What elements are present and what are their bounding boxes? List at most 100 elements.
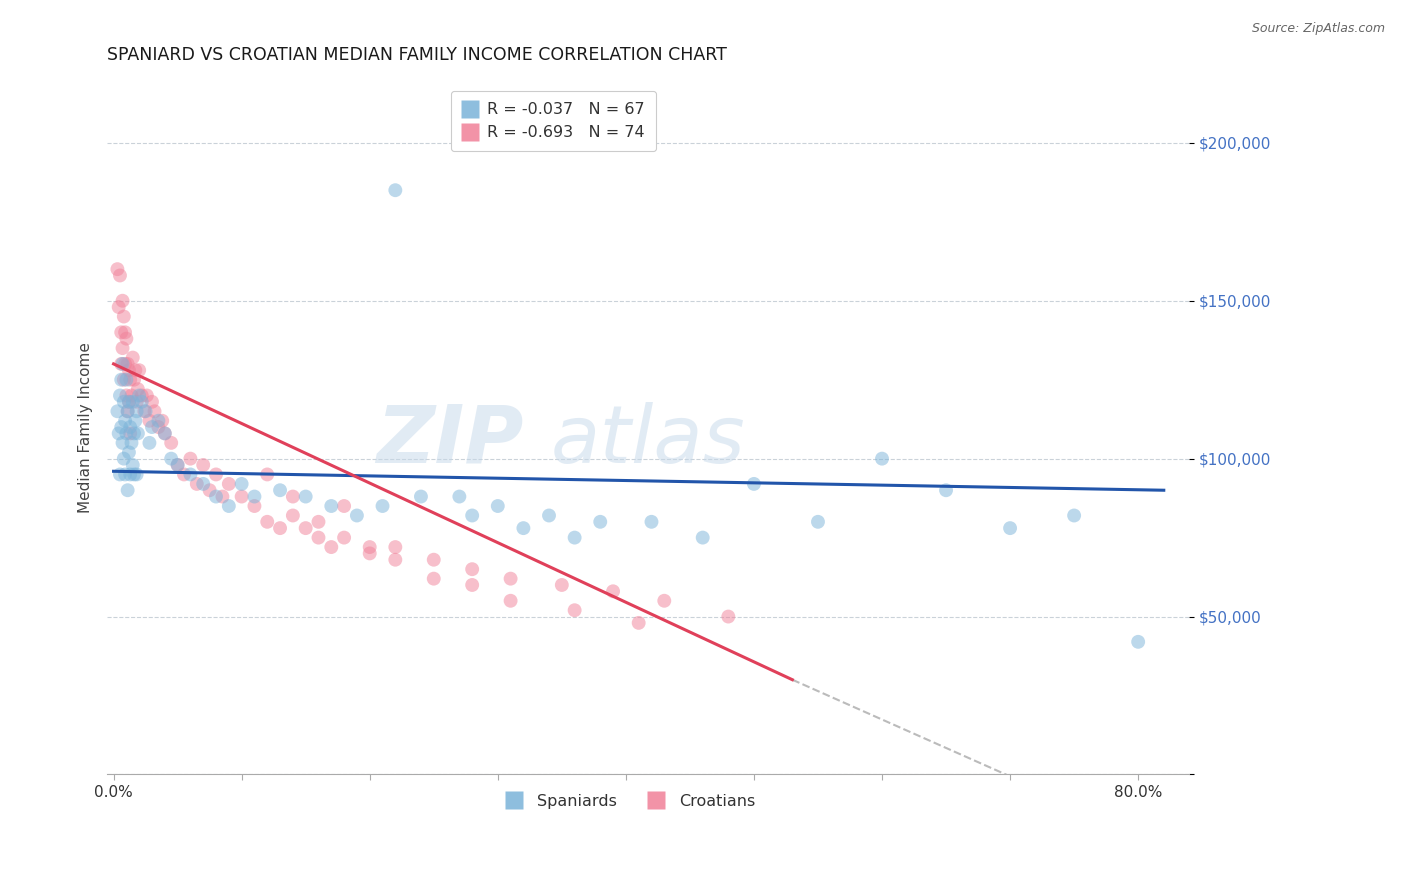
Point	[422, 552, 444, 566]
Point	[281, 490, 304, 504]
Point	[115, 388, 138, 402]
Point	[461, 578, 484, 592]
Point	[125, 467, 148, 482]
Point	[384, 183, 406, 197]
Point	[148, 414, 170, 428]
Point	[121, 435, 143, 450]
Point	[449, 490, 471, 504]
Point	[120, 426, 142, 441]
Point	[308, 531, 330, 545]
Point	[107, 300, 129, 314]
Point	[193, 477, 215, 491]
Point	[486, 499, 509, 513]
Point	[141, 394, 163, 409]
Point	[127, 382, 149, 396]
Point	[112, 394, 135, 409]
Point	[256, 467, 278, 482]
Point	[218, 477, 240, 491]
Point	[112, 373, 135, 387]
Point	[564, 531, 586, 545]
Point	[308, 515, 330, 529]
Text: ZIP: ZIP	[377, 402, 524, 480]
Point	[564, 603, 586, 617]
Point	[294, 490, 316, 504]
Point	[122, 373, 145, 387]
Point	[127, 426, 149, 441]
Point	[143, 404, 166, 418]
Point	[150, 414, 173, 428]
Point	[205, 467, 228, 482]
Point	[111, 341, 134, 355]
Point	[602, 584, 624, 599]
Point	[131, 394, 153, 409]
Point	[153, 426, 176, 441]
Point	[134, 404, 156, 418]
Point	[111, 293, 134, 308]
Point	[110, 326, 132, 340]
Point	[205, 490, 228, 504]
Point	[107, 426, 129, 441]
Point	[371, 499, 394, 513]
Point	[128, 388, 150, 402]
Point	[359, 546, 381, 560]
Point	[111, 357, 134, 371]
Point	[128, 363, 150, 377]
Point	[120, 373, 142, 387]
Point	[359, 540, 381, 554]
Point	[108, 388, 131, 402]
Point	[627, 615, 650, 630]
Point	[118, 394, 141, 409]
Point	[166, 458, 188, 472]
Point	[108, 268, 131, 283]
Point	[110, 373, 132, 387]
Point	[117, 357, 139, 371]
Text: atlas: atlas	[551, 402, 745, 480]
Point	[640, 515, 662, 529]
Point	[110, 420, 132, 434]
Point	[131, 388, 153, 402]
Point	[124, 414, 146, 428]
Point	[118, 445, 141, 459]
Point	[118, 394, 141, 409]
Point	[173, 467, 195, 482]
Point	[117, 404, 139, 418]
Point	[118, 363, 141, 377]
Point	[692, 531, 714, 545]
Point	[1128, 635, 1150, 649]
Point	[998, 521, 1021, 535]
Point	[112, 310, 135, 324]
Point	[742, 477, 765, 491]
Point	[115, 373, 138, 387]
Point	[211, 490, 233, 504]
Point	[138, 435, 160, 450]
Point	[121, 458, 143, 472]
Point	[166, 458, 188, 472]
Point	[186, 477, 208, 491]
Point	[114, 414, 136, 428]
Point	[269, 521, 291, 535]
Point	[499, 594, 522, 608]
Point	[652, 594, 675, 608]
Point	[117, 483, 139, 498]
Point	[121, 394, 143, 409]
Point	[256, 515, 278, 529]
Point	[333, 499, 356, 513]
Point	[153, 426, 176, 441]
Point	[870, 451, 893, 466]
Point	[110, 357, 132, 371]
Point	[537, 508, 560, 523]
Point	[112, 451, 135, 466]
Point	[461, 508, 484, 523]
Point	[589, 515, 612, 529]
Point	[243, 499, 266, 513]
Point	[321, 540, 343, 554]
Point	[512, 521, 534, 535]
Point	[160, 451, 183, 466]
Point	[121, 388, 143, 402]
Text: SPANIARD VS CROATIAN MEDIAN FAMILY INCOME CORRELATION CHART: SPANIARD VS CROATIAN MEDIAN FAMILY INCOM…	[107, 46, 727, 64]
Point	[107, 404, 129, 418]
Point	[141, 420, 163, 434]
Point	[122, 467, 145, 482]
Point	[218, 499, 240, 513]
Point	[115, 332, 138, 346]
